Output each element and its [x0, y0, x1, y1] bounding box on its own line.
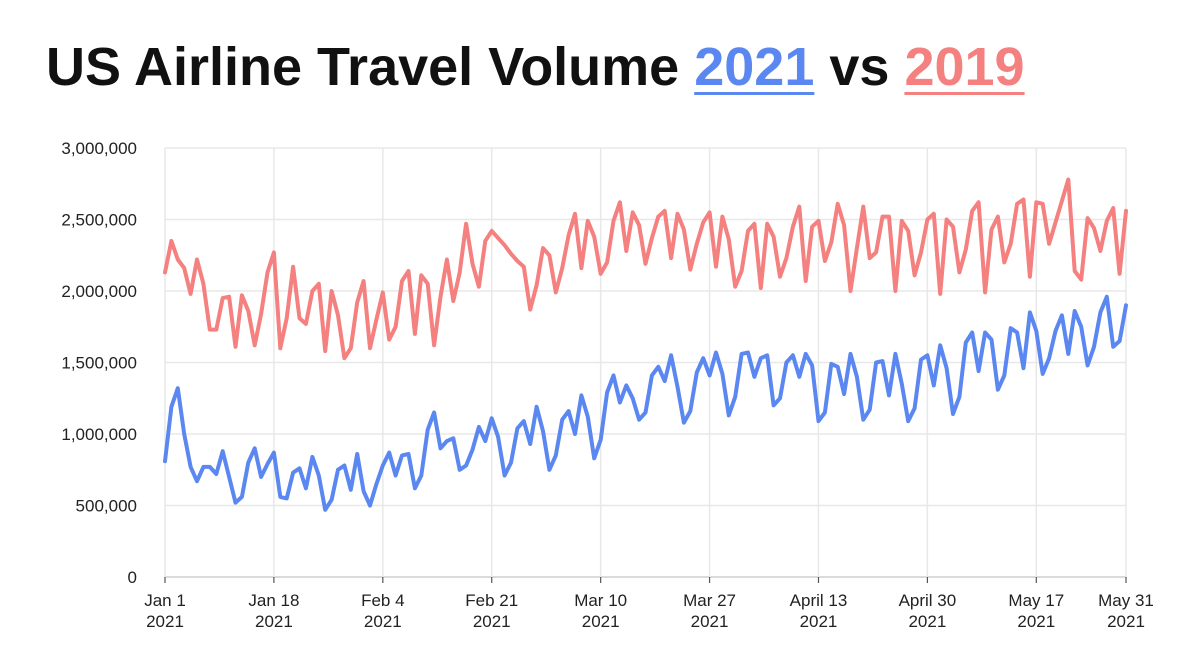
- y-tick-label: 1,000,000: [61, 425, 137, 444]
- x-tick-label: Jan 1 2021: [144, 591, 186, 631]
- x-axis: Jan 1 2021 Jan 18 2021 Feb 4 2021 Feb 21 2021 Ma…: [144, 577, 1154, 631]
- title-separator: vs: [814, 37, 905, 97]
- x-tick-label: April 13 2021: [790, 591, 848, 631]
- y-tick-label: 2,500,000: [61, 211, 137, 230]
- x-tick-label: May 31 2021: [1098, 591, 1154, 631]
- x-tick-label: Mar 10 2021: [574, 591, 627, 631]
- chart-series: [163, 177, 1128, 512]
- y-axis: 0 500,000 1,000,000 1,500,000 2,000,000 2,500…: [61, 139, 137, 587]
- x-tick-label: Feb 4 2021: [361, 591, 404, 631]
- x-tick-label: Jan 18 2021: [248, 591, 299, 631]
- x-tick-label: Mar 27 2021: [683, 591, 736, 631]
- y-tick-label: 0: [128, 568, 137, 587]
- chart-grid: [164, 147, 1127, 578]
- chart-title: US Airline Travel Volume 2021 vs 2019: [46, 36, 1025, 98]
- y-tick-label: 2,000,000: [61, 282, 137, 301]
- series-line-2021: [163, 294, 1128, 512]
- y-tick-label: 1,500,000: [61, 354, 137, 373]
- y-tick-label: 500,000: [76, 497, 137, 516]
- y-tick-label: 3,000,000: [61, 139, 137, 158]
- title-prefix: US Airline Travel Volume: [46, 37, 695, 97]
- title-year-2021: 2021: [694, 37, 815, 97]
- title-year-2019: 2019: [904, 37, 1025, 97]
- x-tick-label: Feb 21 2021: [465, 591, 518, 631]
- series-line-2019: [163, 177, 1128, 361]
- x-tick-label: May 17 2021: [1008, 591, 1064, 631]
- x-tick-label: April 30 2021: [899, 591, 957, 631]
